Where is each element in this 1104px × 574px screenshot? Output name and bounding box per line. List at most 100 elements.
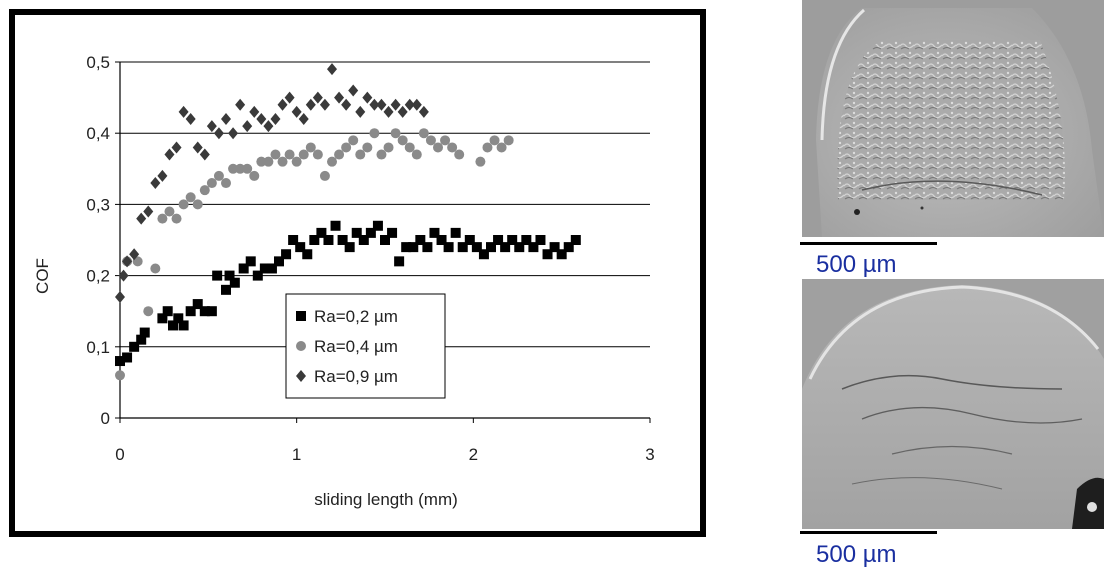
data-point <box>397 135 408 146</box>
data-point <box>185 306 196 317</box>
scale-label-top: 500 µm <box>816 251 897 278</box>
x-tick-label: 3 <box>645 445 654 464</box>
data-point <box>291 105 302 118</box>
data-point <box>192 141 203 154</box>
legend-marker <box>296 341 306 351</box>
data-point <box>277 98 288 111</box>
data-point <box>556 249 567 260</box>
data-point <box>425 135 436 146</box>
data-point <box>150 177 161 190</box>
data-point <box>390 128 401 139</box>
legend-marker <box>296 370 306 382</box>
data-point <box>242 120 253 133</box>
grid-lines <box>120 61 650 348</box>
data-point <box>295 242 306 253</box>
data-point <box>118 269 129 282</box>
data-point <box>199 185 210 196</box>
data-point <box>457 242 468 253</box>
data-point <box>404 98 415 111</box>
data-point <box>316 227 327 238</box>
data-point <box>327 63 337 76</box>
data-point <box>235 163 246 174</box>
data-point <box>394 256 405 267</box>
data-point <box>433 142 443 153</box>
data-point <box>387 227 398 238</box>
data-point <box>185 112 196 125</box>
data-point <box>164 148 175 161</box>
data-point <box>298 112 309 125</box>
data-point <box>224 270 235 281</box>
data-point <box>221 178 231 189</box>
data-point <box>115 356 125 367</box>
data-point <box>408 242 419 253</box>
data-point <box>380 235 390 245</box>
data-point <box>348 135 359 146</box>
y-axis-title: COF <box>33 258 52 294</box>
data-point <box>404 142 415 153</box>
data-point <box>365 227 376 238</box>
data-point <box>115 370 125 381</box>
data-point <box>443 242 454 253</box>
data-point <box>348 84 359 97</box>
data-point <box>372 220 383 231</box>
data-point <box>173 313 184 324</box>
data-point <box>143 205 154 218</box>
data-point <box>436 235 447 245</box>
data-point <box>164 206 175 217</box>
data-point <box>549 242 560 253</box>
data-point <box>447 142 458 153</box>
data-point <box>496 142 507 153</box>
data-point <box>362 91 373 104</box>
tick-labels: 0 0,1 0,2 0,3 0,4 0,5 0 1 2 3 <box>86 53 654 464</box>
data-point <box>471 242 482 253</box>
data-point <box>302 249 313 260</box>
data-point <box>309 235 320 245</box>
y-tick-label: 0,1 <box>86 338 110 357</box>
data-point <box>129 341 140 352</box>
data-point <box>319 98 330 111</box>
data-point <box>256 112 267 125</box>
data-point <box>266 263 277 274</box>
data-point <box>570 235 581 245</box>
data-point <box>281 249 292 260</box>
x-tick-label: 1 <box>292 445 301 464</box>
scale-label-bottom: 500 µm <box>816 541 897 568</box>
data-point <box>305 142 316 153</box>
legend-label: Ra=0,4 µm <box>314 337 398 356</box>
data-point <box>284 91 295 104</box>
data-point <box>383 142 394 153</box>
data-point <box>418 105 429 118</box>
data-point <box>454 149 465 160</box>
x-axis-title: sliding length (mm) <box>314 490 458 509</box>
data-point <box>249 105 260 118</box>
data-point <box>192 199 203 210</box>
data-point <box>171 141 182 154</box>
data-point <box>221 284 231 295</box>
data-point <box>115 290 125 303</box>
data-point <box>312 149 323 160</box>
data-point <box>514 242 525 253</box>
data-point <box>199 148 210 161</box>
data-point <box>450 227 461 238</box>
data-point <box>259 263 270 274</box>
series-3 <box>115 63 429 303</box>
data-point <box>235 98 246 111</box>
data-point <box>122 352 133 363</box>
data-point <box>178 105 189 118</box>
data-point <box>270 112 281 125</box>
data-point <box>238 263 249 274</box>
data-point <box>168 320 178 331</box>
data-point <box>358 235 369 245</box>
data-point <box>206 306 217 317</box>
data-point <box>334 91 345 104</box>
data-point <box>535 235 546 245</box>
data-point <box>178 320 189 331</box>
data-points <box>115 63 581 381</box>
y-tick-label: 0,4 <box>86 124 110 143</box>
data-point <box>383 105 394 118</box>
data-point <box>418 128 429 139</box>
legend-label: Ra=0,2 µm <box>314 307 398 326</box>
data-point <box>143 306 154 317</box>
data-point <box>274 256 284 267</box>
data-point <box>136 334 147 345</box>
